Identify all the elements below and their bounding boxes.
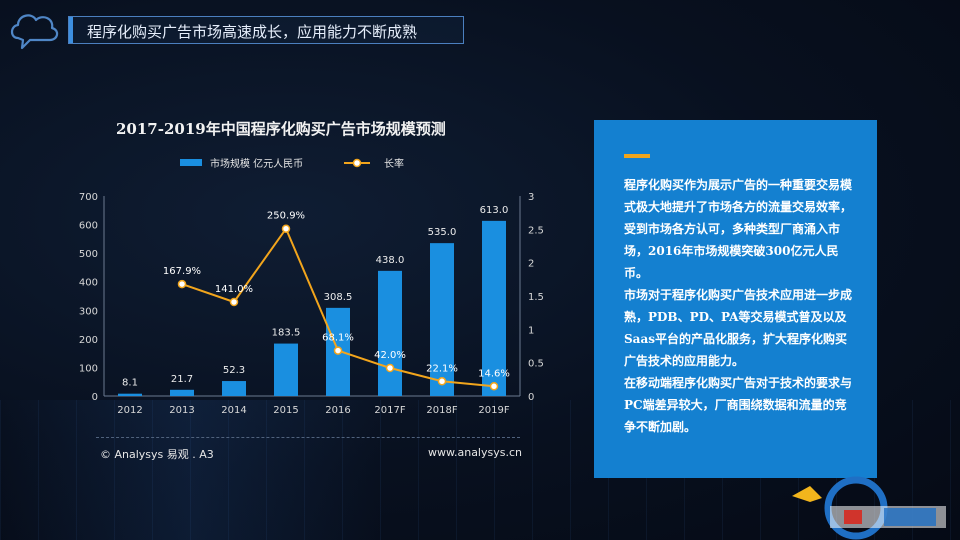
legend-line-label: 长率 bbox=[384, 157, 404, 170]
growth-label: 167.9% bbox=[163, 266, 201, 277]
growth-label: 68.1% bbox=[322, 333, 354, 344]
bar-2013 bbox=[170, 389, 194, 396]
growth-label: 42.0% bbox=[374, 350, 406, 361]
growth-point-2018F bbox=[437, 377, 447, 386]
summary-paragraph-3: 在移动端程序化购买广告对于技术的要求与PC端差异较大，厂商围绕数据和流量的竞争不… bbox=[624, 376, 853, 434]
legend-bar-label: 市场规模 亿元人民币 bbox=[210, 157, 303, 170]
x-tick-label: 2017F bbox=[374, 405, 405, 416]
growth-point-2015 bbox=[281, 224, 291, 233]
summary-panel: 程序化购买作为展示广告的一种重要交易模式极大地提升了市场各方的流量交易效率，受到… bbox=[594, 120, 877, 478]
legend-bar-swatch bbox=[180, 159, 202, 166]
y-left-tick-label: 700 bbox=[79, 192, 98, 203]
growth-label: 14.6% bbox=[478, 368, 510, 379]
panel-accent-dash bbox=[624, 154, 650, 158]
legend-line-marker bbox=[352, 158, 362, 168]
bar-2017F bbox=[378, 270, 402, 396]
summary-text: 程序化购买作为展示广告的一种重要交易模式极大地提升了市场各方的流量交易效率，受到… bbox=[624, 174, 854, 438]
y-left-tick-label: 200 bbox=[79, 335, 98, 346]
y-left-tick-label: 300 bbox=[79, 306, 98, 317]
growth-point-2016 bbox=[333, 346, 343, 355]
x-tick-label: 2018F bbox=[426, 405, 457, 416]
footer-source: © Analysys 易观 . A3 bbox=[100, 448, 214, 461]
growth-point-2013 bbox=[177, 279, 187, 289]
footer-divider bbox=[96, 437, 520, 439]
y-right-tick-label: 2.5 bbox=[528, 225, 544, 236]
bar-value-label: 613.0 bbox=[480, 205, 509, 216]
bar-2012 bbox=[118, 393, 142, 396]
bar-value-label: 52.3 bbox=[223, 365, 245, 376]
y-left-tick-label: 400 bbox=[79, 278, 98, 289]
y-left-tick-label: 500 bbox=[79, 249, 98, 260]
growth-point-2017F bbox=[385, 363, 395, 373]
x-tick-label: 2013 bbox=[169, 405, 194, 416]
page-title: 程序化购买广告市场高速成长，应用能力不断成熟 bbox=[87, 23, 418, 41]
header-accent-bar bbox=[69, 17, 73, 43]
bar-value-label: 535.0 bbox=[428, 227, 457, 238]
bar-2014 bbox=[222, 381, 246, 396]
growth-point-2019F bbox=[489, 382, 499, 391]
x-tick-label: 2019F bbox=[478, 405, 509, 416]
growth-label: 22.1% bbox=[426, 363, 458, 374]
summary-paragraph-1: 程序化购买作为展示广告的一种重要交易模式极大地提升了市场各方的流量交易效率，受到… bbox=[624, 178, 853, 280]
y-right-tick-label: 1.5 bbox=[528, 292, 544, 303]
y-right-tick-label: 1 bbox=[528, 325, 534, 336]
x-tick-label: 2014 bbox=[221, 405, 246, 416]
bar-value-label: 308.5 bbox=[324, 292, 353, 303]
x-tick-label: 2015 bbox=[273, 405, 298, 416]
chart-title: 2017-2019年中国程序化购买广告市场规模预测 bbox=[116, 120, 446, 138]
bar-value-label: 8.1 bbox=[122, 378, 138, 389]
brand-watermark-icon bbox=[792, 476, 946, 540]
bar-value-label: 438.0 bbox=[376, 255, 405, 266]
growth-label: 250.9% bbox=[267, 211, 305, 222]
bar-value-label: 183.5 bbox=[272, 328, 301, 339]
summary-paragraph-2: 市场对于程序化购买广告技术应用进一步成熟，PDB、PD、PA等交易模式普及以及S… bbox=[624, 288, 853, 368]
footer-url: www.analysys.cn bbox=[428, 446, 522, 459]
y-left-tick-label: 0 bbox=[92, 392, 98, 403]
bar-2018F bbox=[430, 243, 454, 396]
growth-point-2014 bbox=[229, 297, 239, 307]
y-left-tick-label: 600 bbox=[79, 221, 98, 232]
y-right-tick-label: 0.5 bbox=[528, 359, 544, 370]
header-title-box: 程序化购买广告市场高速成长，应用能力不断成熟 bbox=[68, 16, 464, 44]
x-tick-label: 2016 bbox=[325, 405, 350, 416]
y-right-tick-label: 0 bbox=[528, 392, 534, 403]
chat-cloud-icon bbox=[10, 14, 59, 50]
bar-value-label: 21.7 bbox=[171, 374, 193, 385]
y-left-tick-label: 100 bbox=[79, 363, 98, 374]
bar-2019F bbox=[482, 220, 506, 396]
x-tick-label: 2012 bbox=[117, 405, 142, 416]
bar-2015 bbox=[274, 343, 298, 396]
growth-label: 141.0% bbox=[215, 284, 253, 295]
y-right-tick-label: 2 bbox=[528, 259, 534, 270]
y-right-tick-label: 3 bbox=[528, 192, 534, 203]
